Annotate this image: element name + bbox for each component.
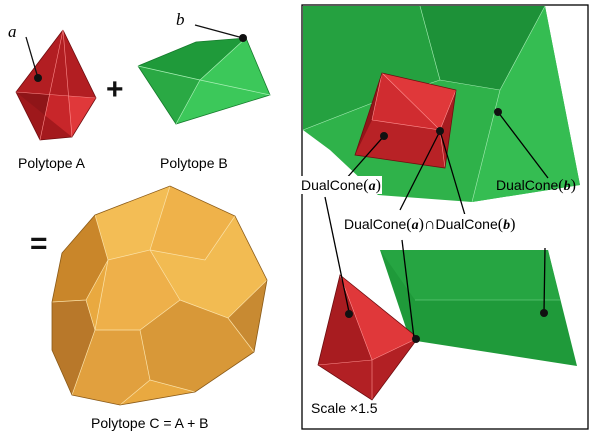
inset-dot-vertex xyxy=(436,127,444,135)
svg-text:DualCone(a)∩DualCone(b): DualCone(a)∩DualCone(b) xyxy=(344,216,515,233)
vertex-a-label: a xyxy=(8,22,17,41)
polytope-c-shape xyxy=(51,185,268,406)
dualcone-a-label: DualCone(a) xyxy=(300,176,382,194)
inset-dot-intersection xyxy=(412,335,420,343)
scale-label: Scale ×1.5 xyxy=(311,400,378,416)
vertex-a-leader xyxy=(25,36,39,79)
plus-sign: + xyxy=(106,73,124,106)
polytope-a-label: Polytope A xyxy=(18,155,86,171)
polytope-c-label: Polytope C = A + B xyxy=(91,415,209,431)
inset-dot-a-bottom xyxy=(345,310,353,318)
inset-content xyxy=(302,5,580,401)
polytope-b-shape xyxy=(137,37,271,125)
dualcone-intersection-label: DualCone(a)∩DualCone(b) xyxy=(339,214,585,234)
equals-sign: = xyxy=(30,227,48,260)
inset-dot-a-top xyxy=(380,132,388,140)
svg-text:DualCone(a): DualCone(a) xyxy=(301,177,381,194)
vertex-b-leader xyxy=(194,24,244,39)
svg-text:DualCone(b): DualCone(b) xyxy=(496,177,576,194)
inset-dot-b-top xyxy=(494,108,502,116)
vertex-b-label: b xyxy=(176,10,185,29)
inset-dot-b-bottom xyxy=(540,309,548,317)
polytope-b-label: Polytope B xyxy=(160,155,228,171)
dualcone-b-label: DualCone(b) xyxy=(496,177,576,194)
polytope-a-shape xyxy=(15,29,97,141)
